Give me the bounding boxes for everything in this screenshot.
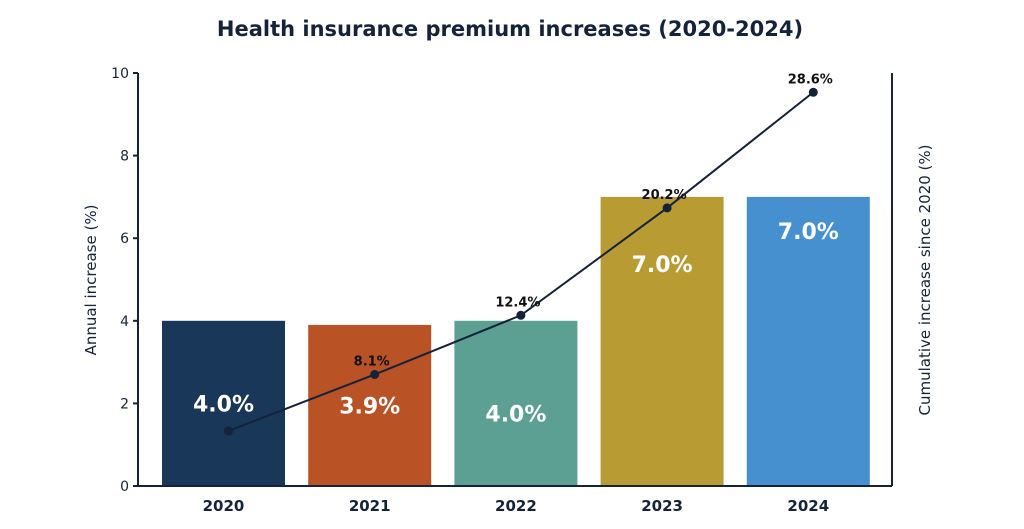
x-tick-label-2021: 2021 <box>349 497 391 515</box>
y-tick-label-0: 0 <box>120 479 129 495</box>
y-tick-label-8: 8 <box>120 149 129 165</box>
cumulative-point-2021 <box>370 369 380 379</box>
cumulative-point-2020 <box>224 426 233 436</box>
cumulative-point-2023 <box>662 203 672 213</box>
y2-axis-label: Cumulative increase since 2020 (%) <box>916 144 934 415</box>
y-tick-label-2: 2 <box>120 396 129 412</box>
bar-value-label-2022: 4.0% <box>485 402 546 427</box>
x-tick-label-2020: 2020 <box>203 497 245 515</box>
x-tick-label-2024: 2024 <box>787 497 829 515</box>
bar-2024 <box>746 196 870 486</box>
bar-2022 <box>454 320 578 486</box>
bars-group: 4.0% 3.9% 4.0% 7.0% 7.0% <box>162 196 870 486</box>
y-tick-label-10: 10 <box>111 66 129 82</box>
cumulative-point-2022 <box>516 310 526 320</box>
y-tick-label-4: 4 <box>120 314 129 330</box>
bar-2020 <box>162 320 285 486</box>
cumulative-label-2023: 20.2% <box>642 188 687 203</box>
axes-group: 2020 2021 2022 2023 2024 0 2 4 6 8 10 <box>111 66 893 515</box>
bar-2021 <box>308 324 432 486</box>
cumulative-point-2024 <box>808 87 818 97</box>
y-axis-label: Annual increase (%) <box>82 205 100 356</box>
cumulative-label-2022: 12.4% <box>495 295 540 310</box>
cumulative-label-2021: 8.1% <box>354 354 390 369</box>
cumulative-line-group: 8.1% 12.4% 20.2% 28.6% <box>224 72 833 436</box>
x-tick-label-2022: 2022 <box>495 497 537 515</box>
cumulative-label-2024: 28.6% <box>788 72 833 87</box>
bar-2023 <box>600 196 724 486</box>
bar-value-label-2021: 3.9% <box>339 394 400 419</box>
bar-value-label-2023: 7.0% <box>632 253 693 278</box>
bar-value-label-2020: 4.0% <box>193 392 254 417</box>
x-tick-label-2023: 2023 <box>641 497 683 515</box>
bar-value-label-2024: 7.0% <box>778 220 839 245</box>
y-tick-label-6: 6 <box>120 231 129 247</box>
chart-title: Health insurance premium increases (2020… <box>217 17 803 41</box>
